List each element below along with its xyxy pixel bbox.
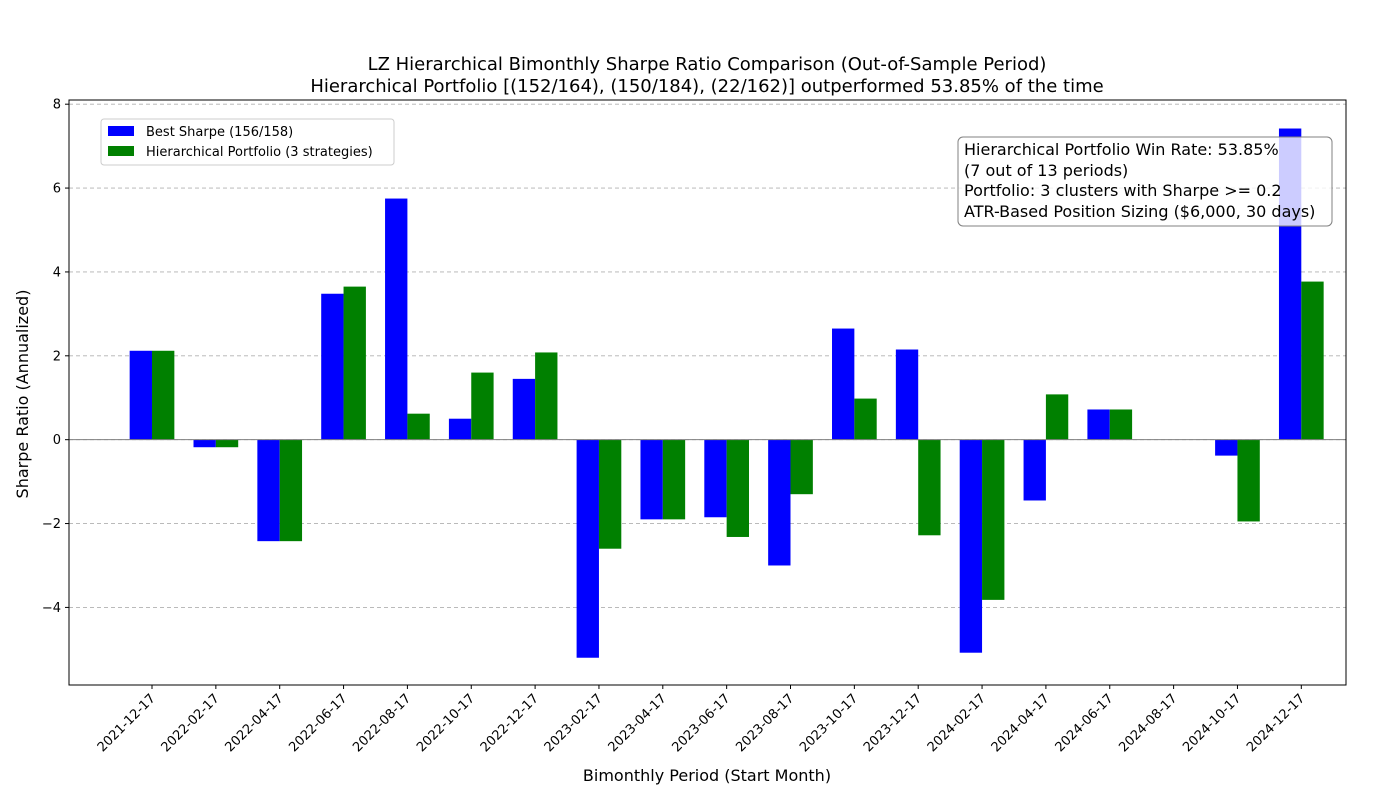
bar-hierarchical-2023-08-17 [790, 439, 813, 495]
bar-best-sharpe-2023-06-17 [704, 439, 727, 518]
y-axis-label: Sharpe Ratio (Annualized) [13, 290, 32, 499]
bar-best-sharpe-2024-04-17 [1023, 439, 1046, 501]
annotation-box [957, 136, 1333, 227]
plot-frame [68, 99, 1347, 686]
bar-hierarchical-2023-02-17 [598, 439, 622, 549]
y-tick-label: −4 [42, 601, 61, 616]
bar-best-sharpe-2023-08-17 [768, 439, 791, 566]
y-tick-label: 0 [53, 433, 61, 448]
win-rate-annotation: Hierarchical Portfolio Win Rate: 53.85% … [957, 136, 1333, 227]
bar-hierarchical-2021-12-17 [152, 350, 175, 440]
bar-best-sharpe-2024-06-17 [1087, 409, 1110, 440]
y-tick-label: 2 [53, 349, 61, 364]
bar-best-sharpe-2022-06-17 [321, 293, 344, 440]
bar-hierarchical-2024-10-17 [1237, 439, 1260, 522]
chart-subtitle: Hierarchical Portfolio [(152/164), (150/… [310, 76, 1103, 97]
y-axis-ticks: −4 −2 0 2 4 6 8 [42, 98, 69, 616]
bar-hierarchical-2024-04-17 [1045, 394, 1069, 440]
bar-best-sharpe-2024-02-17 [959, 439, 983, 653]
bar-hierarchical-2023-10-17 [854, 398, 877, 440]
y-tick-label: 8 [53, 98, 61, 113]
legend-label-best-sharpe: Best Sharpe (156/158) [146, 125, 293, 140]
annotation-line-win-rate: Hierarchical Portfolio Win Rate: 53.85% [964, 140, 1279, 159]
bar-hierarchical-2022-10-17 [471, 372, 494, 440]
bar-hierarchical-2024-12-17 [1301, 281, 1324, 440]
bar-best-sharpe-2022-08-17 [385, 198, 408, 440]
x-axis-label: Bimonthly Period (Start Month) [583, 766, 831, 785]
bar-hierarchical-2023-12-17 [918, 439, 941, 536]
y-tick-label: 4 [53, 265, 61, 280]
y-tick-label: −2 [42, 517, 61, 532]
annotation-line-clusters: Portfolio: 3 clusters with Sharpe >= 0.2 [964, 181, 1282, 200]
bar-best-sharpe-2022-10-17 [448, 418, 472, 440]
bar-hierarchical-2022-06-17 [343, 286, 366, 440]
y-tick-label: 6 [53, 182, 61, 197]
bar-best-sharpe-2023-10-17 [832, 328, 855, 440]
annotation-line-periods: (7 out of 13 periods) [964, 161, 1128, 180]
bar-hierarchical-2022-04-17 [279, 439, 303, 542]
bar-hierarchical-2023-04-17 [662, 439, 686, 520]
bar-hierarchical-2022-08-17 [407, 413, 430, 440]
bar-best-sharpe-2021-12-17 [129, 350, 153, 440]
chart-title: LZ Hierarchical Bimonthly Sharpe Ratio C… [368, 54, 1047, 75]
bar-best-sharpe-2024-10-17 [1215, 439, 1238, 456]
bar-best-sharpe-2023-02-17 [576, 439, 599, 658]
bar-best-sharpe-2022-12-17 [512, 378, 536, 440]
bar-best-sharpe-2022-02-17 [193, 439, 216, 448]
legend-box [100, 118, 395, 166]
legend-swatch-hierarchical [108, 146, 134, 156]
bar-best-sharpe-2022-04-17 [257, 439, 280, 542]
bar-hierarchical-2023-06-17 [726, 439, 750, 537]
bar-hierarchical-2022-12-17 [535, 352, 558, 440]
annotation-line-sizing: ATR-Based Position Sizing ($6,000, 30 da… [964, 202, 1315, 221]
bar-best-sharpe-2023-04-17 [640, 439, 663, 520]
legend-label-hierarchical: Hierarchical Portfolio (3 strategies) [146, 145, 373, 160]
legend: Best Sharpe (156/158) Hierarchical Portf… [100, 118, 395, 166]
bar-hierarchical-2024-02-17 [982, 439, 1005, 600]
legend-swatch-best-sharpe [108, 126, 134, 136]
bar-hierarchical-2024-06-17 [1109, 409, 1133, 440]
bar-hierarchical-2022-02-17 [215, 439, 239, 448]
bar-best-sharpe-2023-12-17 [895, 349, 919, 440]
